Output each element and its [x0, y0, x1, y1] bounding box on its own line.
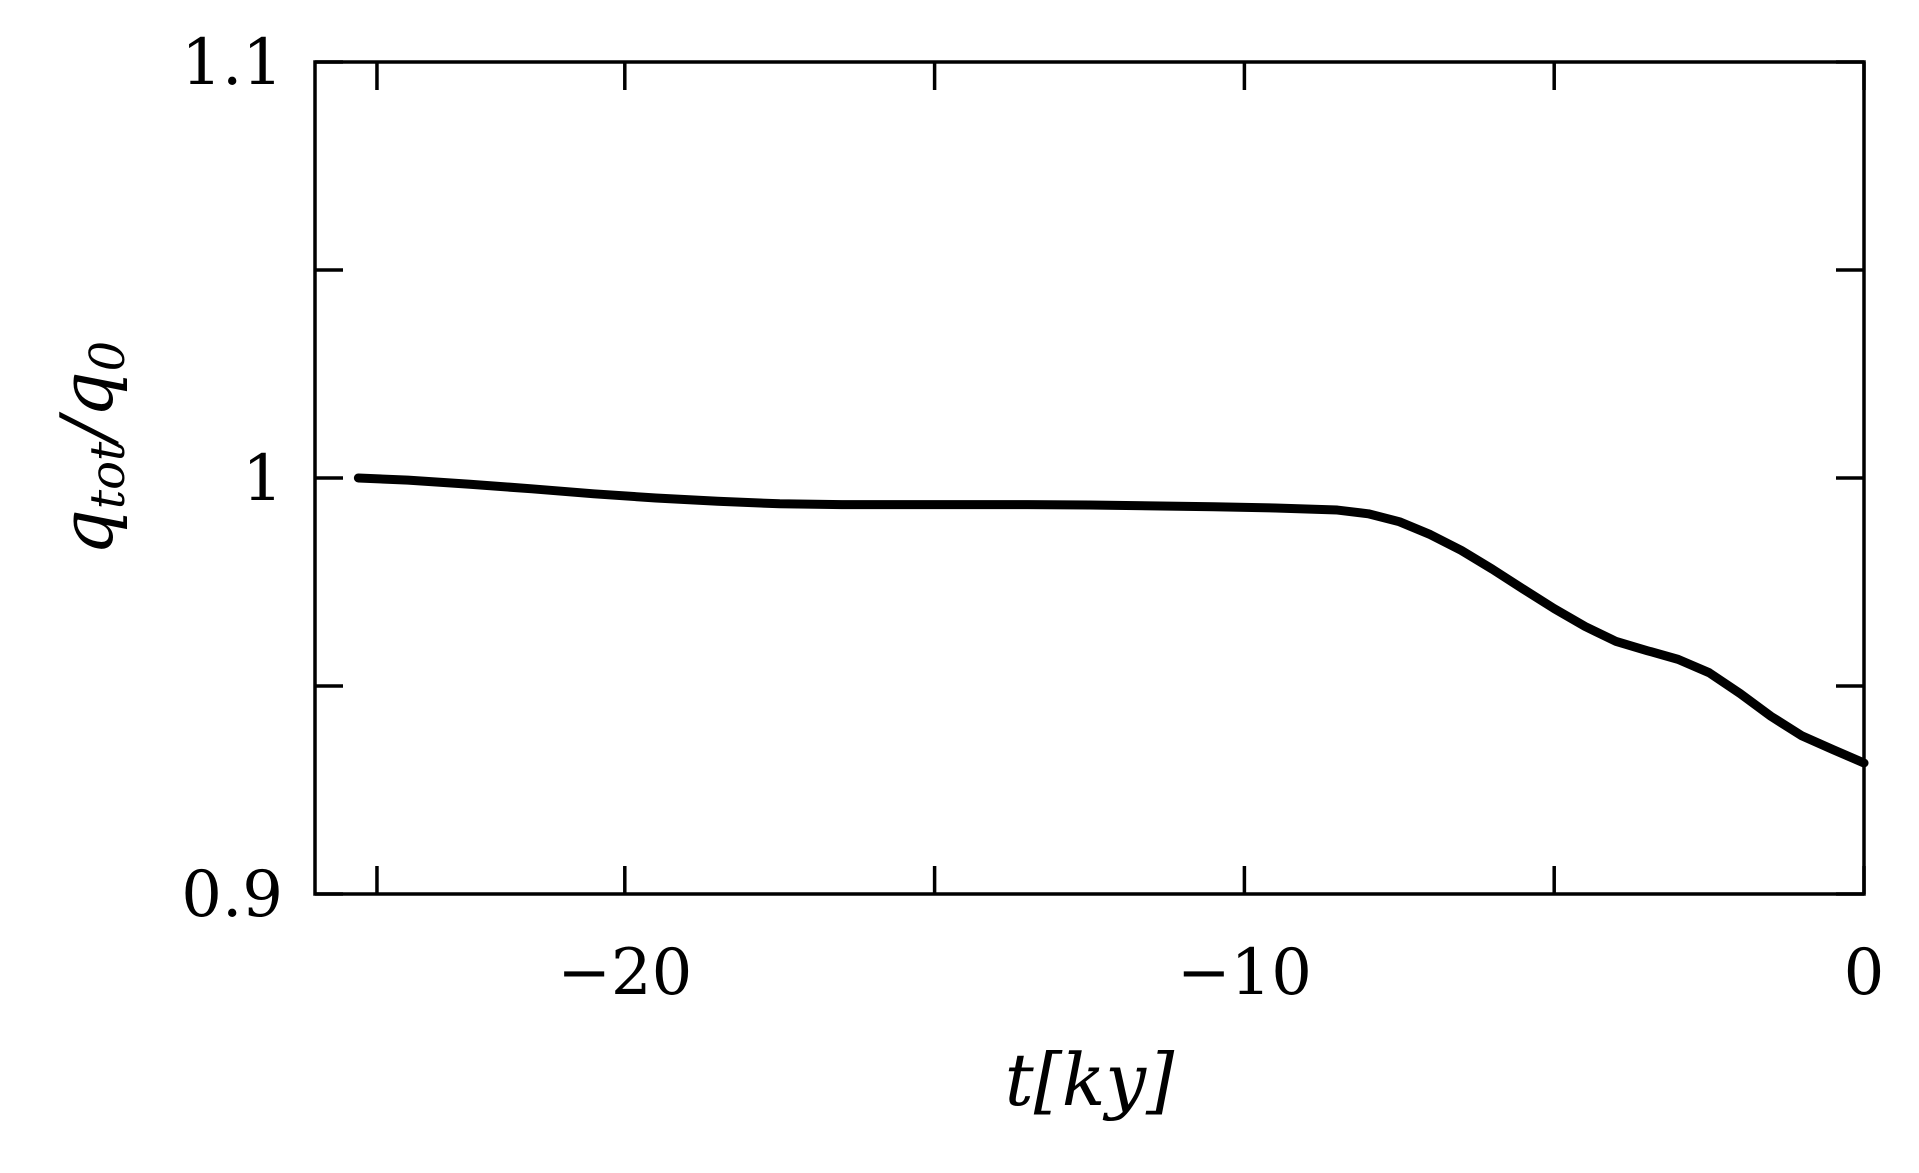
y-axis-label-sub1: tot: [80, 441, 136, 509]
y-tick-label: 1: [242, 442, 283, 516]
y-axis-label-q2: q: [45, 371, 129, 417]
tick-labels-layer: −20 −10 0 0.9 1 1.1: [181, 26, 1884, 1010]
x-axis-label: t[ky]: [1005, 1038, 1175, 1122]
plot-frame: [313, 60, 1866, 896]
y-tick-label: 0.9: [181, 858, 283, 932]
y-axis-label-q1: q: [45, 509, 129, 555]
y-axis-label: qtot/q0: [45, 341, 136, 555]
ticks-layer: [315, 60, 1866, 896]
series-line: [353, 473, 1869, 768]
x-tick-label: −10: [1177, 936, 1312, 1010]
x-tick-label: 0: [1844, 936, 1885, 1010]
x-axis-label-text: t[ky]: [1005, 1038, 1175, 1122]
y-tick-label: 1.1: [181, 26, 283, 100]
y-axis-label-sub2: 0: [80, 341, 136, 372]
x-tick-label: −20: [557, 936, 692, 1010]
